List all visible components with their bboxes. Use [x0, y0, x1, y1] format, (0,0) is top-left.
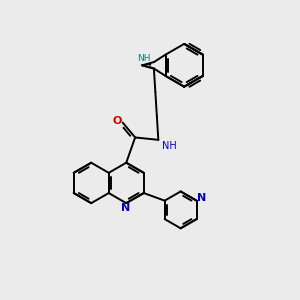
Text: NH: NH	[137, 54, 150, 63]
Text: N: N	[197, 193, 207, 203]
Text: NH: NH	[162, 141, 177, 151]
Text: N: N	[121, 203, 130, 213]
Text: O: O	[113, 116, 122, 126]
